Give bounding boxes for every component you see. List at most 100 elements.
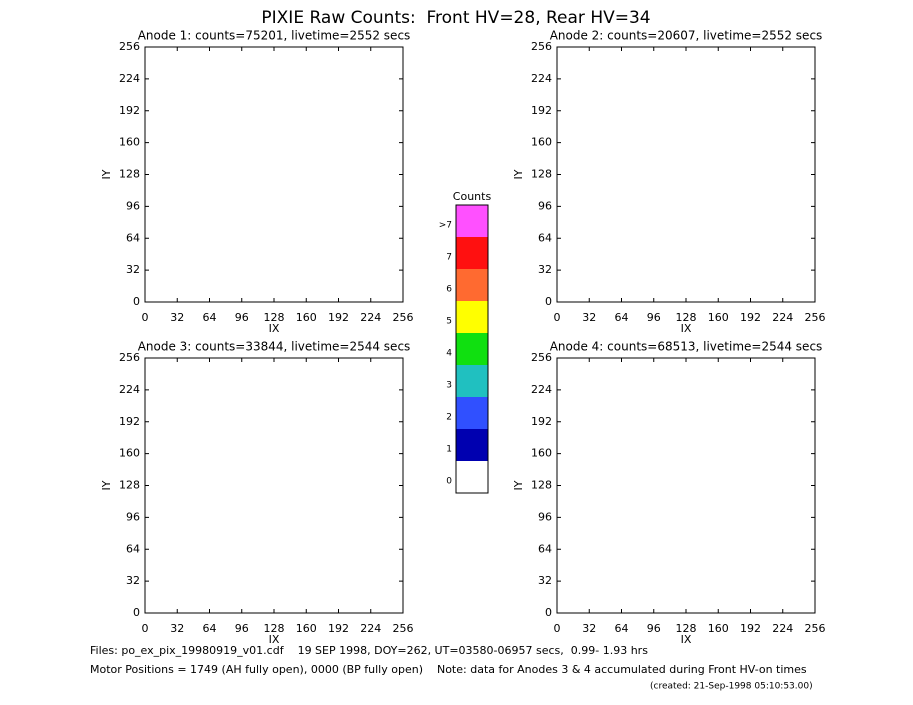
- panel-title: Anode 4: counts=68513, livetime=2544 sec…: [550, 340, 823, 354]
- panel-title: Anode 1: counts=75201, livetime=2552 sec…: [138, 29, 411, 43]
- y-tick-label: 224: [531, 72, 552, 85]
- x-tick-label: 128: [676, 311, 697, 324]
- colorbar-label: 3: [446, 381, 452, 391]
- x-tick-label: 224: [772, 311, 793, 324]
- x-axis-label: IX: [269, 633, 280, 646]
- colorbar-swatch: [456, 333, 488, 365]
- y-axis-label: IY: [512, 169, 525, 179]
- y-tick-label: 256: [119, 351, 140, 364]
- x-tick-label: 256: [393, 311, 414, 324]
- x-tick-label: 224: [360, 622, 381, 635]
- colorbar-label: 5: [446, 317, 452, 327]
- x-tick-label: 192: [740, 622, 761, 635]
- y-tick-label: 96: [126, 199, 140, 212]
- colorbar-title: Counts: [453, 190, 492, 203]
- y-tick-label: 32: [538, 263, 552, 276]
- y-tick-label: 128: [119, 168, 140, 181]
- x-tick-label: 224: [360, 311, 381, 324]
- x-tick-label: 64: [203, 622, 217, 635]
- colorbar-label: 6: [446, 285, 452, 295]
- x-tick-label: 256: [805, 622, 826, 635]
- y-tick-label: 64: [126, 231, 140, 244]
- y-tick-label: 256: [531, 351, 552, 364]
- y-tick-label: 32: [538, 574, 552, 587]
- x-tick-label: 64: [615, 622, 629, 635]
- y-tick-label: 192: [119, 104, 140, 117]
- y-tick-label: 64: [538, 542, 552, 555]
- y-tick-label: 96: [126, 510, 140, 523]
- x-tick-label: 32: [582, 311, 596, 324]
- colorbar-label: >7: [439, 221, 452, 231]
- colorbar-swatch: [456, 365, 488, 397]
- y-tick-label: 0: [545, 295, 552, 308]
- y-tick-label: 0: [545, 606, 552, 619]
- colorbar-label: 0: [446, 477, 452, 487]
- y-tick-label: 128: [531, 479, 552, 492]
- x-tick-label: 160: [296, 311, 317, 324]
- y-tick-label: 64: [538, 231, 552, 244]
- y-tick-label: 160: [531, 136, 552, 149]
- x-tick-label: 0: [554, 622, 561, 635]
- colorbar-frame: [455, 204, 489, 494]
- x-tick-label: 256: [393, 622, 414, 635]
- x-tick-label: 224: [772, 622, 793, 635]
- colorbar-label: 7: [446, 253, 452, 263]
- colorbar-swatch: [456, 461, 488, 493]
- y-tick-label: 128: [119, 479, 140, 492]
- colorbar-swatch: [456, 237, 488, 269]
- x-tick-label: 0: [554, 311, 561, 324]
- y-tick-label: 32: [126, 574, 140, 587]
- colorbar-label: 4: [446, 349, 452, 359]
- x-tick-label: 32: [170, 311, 184, 324]
- y-tick-label: 128: [531, 168, 552, 181]
- panel-title: Anode 2: counts=20607, livetime=2552 sec…: [550, 29, 823, 43]
- panel-title: Anode 3: counts=33844, livetime=2544 sec…: [138, 340, 411, 354]
- x-tick-label: 256: [805, 311, 826, 324]
- x-axis-label: IX: [681, 322, 692, 335]
- x-tick-label: 64: [203, 311, 217, 324]
- x-tick-label: 96: [647, 311, 661, 324]
- y-tick-label: 64: [126, 542, 140, 555]
- footer-created: (created: 21-Sep-1998 05:10:53.00): [650, 682, 813, 692]
- x-tick-label: 32: [582, 622, 596, 635]
- y-tick-label: 256: [119, 40, 140, 53]
- x-tick-label: 0: [142, 622, 149, 635]
- x-tick-label: 96: [235, 311, 249, 324]
- y-tick-label: 32: [126, 263, 140, 276]
- y-tick-label: 192: [531, 415, 552, 428]
- y-tick-label: 256: [531, 40, 552, 53]
- y-tick-label: 160: [531, 447, 552, 460]
- figure-title: PIXIE Raw Counts: Front HV=28, Rear HV=3…: [261, 8, 650, 28]
- x-tick-label: 128: [264, 622, 285, 635]
- y-axis-label: IY: [100, 169, 113, 179]
- x-tick-label: 160: [296, 622, 317, 635]
- footer-files: Files: po_ex_pix_19980919_v01.cdf 19 SEP…: [90, 644, 648, 657]
- footer-motor: Motor Positions = 1749 (AH fully open), …: [90, 663, 807, 676]
- colorbar-swatch: [456, 397, 488, 429]
- y-axis-label: IY: [100, 480, 113, 490]
- x-axis-label: IX: [269, 322, 280, 335]
- x-tick-label: 64: [615, 311, 629, 324]
- y-tick-label: 224: [119, 383, 140, 396]
- colorbar-swatch: [456, 205, 488, 237]
- x-axis-label: IX: [681, 633, 692, 646]
- colorbar-label: 1: [446, 445, 452, 455]
- y-tick-label: 192: [119, 415, 140, 428]
- x-tick-label: 0: [142, 311, 149, 324]
- y-tick-label: 224: [119, 72, 140, 85]
- x-tick-label: 96: [235, 622, 249, 635]
- colorbar-swatch: [456, 301, 488, 333]
- x-tick-label: 192: [328, 311, 349, 324]
- y-tick-label: 96: [538, 199, 552, 212]
- x-tick-label: 96: [647, 622, 661, 635]
- y-axis-label: IY: [512, 480, 525, 490]
- x-tick-label: 128: [676, 622, 697, 635]
- x-tick-label: 192: [740, 311, 761, 324]
- y-tick-label: 0: [133, 606, 140, 619]
- x-tick-label: 128: [264, 311, 285, 324]
- x-tick-label: 160: [708, 311, 729, 324]
- colorbar-label: 2: [446, 413, 452, 423]
- y-tick-label: 96: [538, 510, 552, 523]
